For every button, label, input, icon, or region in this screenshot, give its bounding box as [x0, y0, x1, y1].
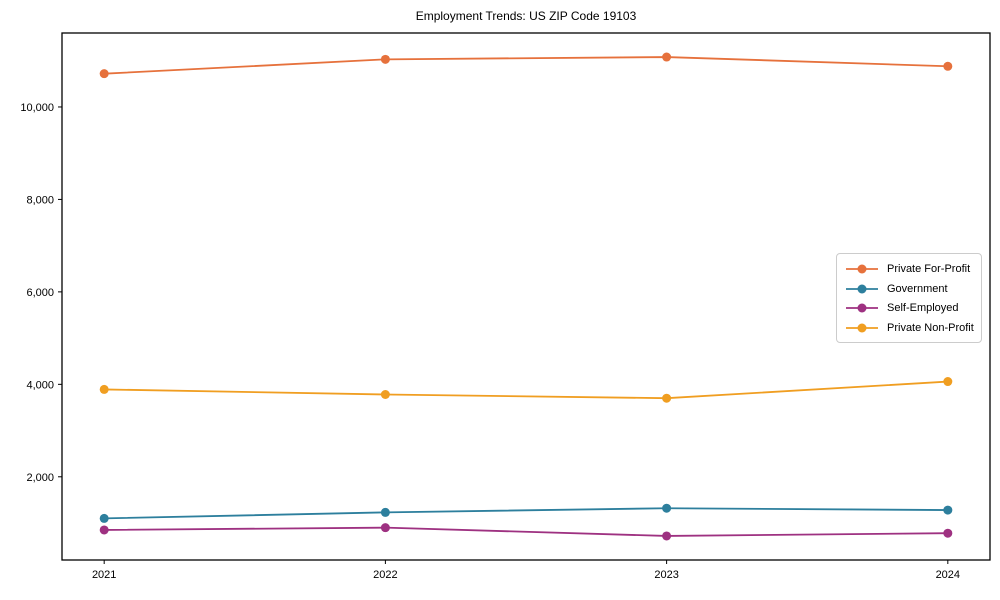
- x-axis-tick-label: 2021: [92, 569, 116, 581]
- chart-title: Employment Trends: US ZIP Code 19103: [415, 9, 637, 23]
- legend-label: Self-Employed: [887, 302, 959, 315]
- data-point-self-employed-2021: [99, 525, 109, 535]
- data-point-private-non-profit-2024: [943, 377, 953, 387]
- data-point-private-for-profit-2023: [662, 52, 672, 62]
- data-point-private-for-profit-2022: [380, 54, 390, 64]
- data-point-private-for-profit-2021: [99, 69, 109, 79]
- legend-item-private-non-profit: Private Non-Profit: [845, 319, 975, 337]
- y-axis-tick-label: 4,000: [26, 379, 54, 391]
- axes-frame: [61, 32, 991, 561]
- data-point-private-non-profit-2022: [380, 390, 390, 400]
- legend-line-marker-icon: [846, 323, 878, 333]
- y-axis-tick-label: 10,000: [20, 102, 54, 114]
- data-point-self-employed-2022: [380, 523, 390, 533]
- x-axis-tick-label: 2023: [654, 569, 678, 581]
- data-point-government-2021: [99, 513, 109, 523]
- data-point-self-employed-2023: [662, 531, 672, 541]
- data-point-government-2022: [380, 507, 390, 517]
- legend-line-marker-icon: [846, 303, 878, 313]
- legend-line-marker-icon: [846, 264, 878, 274]
- series-line-private-for-profit: [104, 56, 948, 75]
- series-line-private-non-profit: [104, 380, 948, 400]
- series-line-government: [104, 507, 948, 520]
- legend: Private For-Profit Government Self-Emplo…: [836, 253, 982, 343]
- data-point-government-2023: [662, 503, 672, 513]
- legend-item-government: Government: [845, 280, 975, 298]
- legend-item-self-employed: Self-Employed: [845, 299, 975, 317]
- data-point-private-for-profit-2024: [943, 61, 953, 71]
- y-axis-tick-label: 8,000: [26, 194, 54, 206]
- series-line-self-employed: [104, 526, 948, 537]
- legend-label: Government: [887, 282, 948, 295]
- legend-line-marker-icon: [846, 284, 878, 294]
- y-axis-tick-label: 2,000: [26, 472, 54, 484]
- x-axis-tick-label: 2022: [373, 569, 397, 581]
- legend-label: Private Non-Profit: [887, 321, 974, 334]
- data-point-private-non-profit-2023: [662, 393, 672, 403]
- y-axis-tick-label: 6,000: [26, 287, 54, 299]
- data-point-government-2024: [943, 505, 953, 515]
- data-point-private-non-profit-2021: [99, 384, 109, 394]
- x-axis-tick-label: 2024: [936, 569, 960, 581]
- legend-item-private-for-profit: Private For-Profit: [845, 260, 975, 278]
- legend-label: Private For-Profit: [887, 263, 971, 275]
- data-point-self-employed-2024: [943, 528, 953, 538]
